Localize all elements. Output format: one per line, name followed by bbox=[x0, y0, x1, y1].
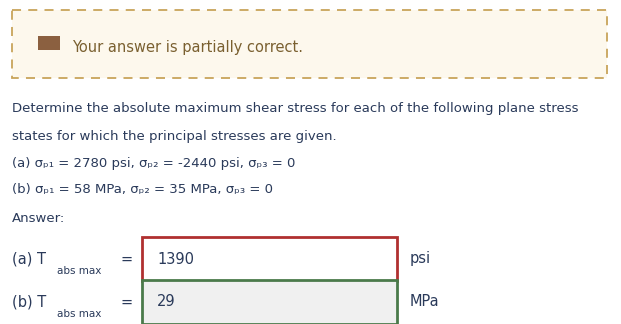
Text: =: = bbox=[120, 251, 132, 267]
Bar bbox=[142, 237, 397, 281]
Text: abs max: abs max bbox=[57, 309, 101, 319]
Text: (b) T: (b) T bbox=[12, 295, 46, 309]
Bar bbox=[38, 36, 60, 50]
FancyBboxPatch shape bbox=[12, 10, 607, 78]
Text: Your answer is partially correct.: Your answer is partially correct. bbox=[72, 40, 303, 55]
Text: MPa: MPa bbox=[410, 295, 440, 309]
Text: 1390: 1390 bbox=[157, 251, 194, 267]
Text: Determine the absolute maximum shear stress for each of the following plane stre: Determine the absolute maximum shear str… bbox=[12, 102, 579, 115]
Text: states for which the principal stresses are given.: states for which the principal stresses … bbox=[12, 130, 337, 143]
Text: (a) T: (a) T bbox=[12, 251, 46, 267]
Text: (a) σₚ₁ = 2780 psi, σₚ₂ = -2440 psi, σₚ₃ = 0: (a) σₚ₁ = 2780 psi, σₚ₂ = -2440 psi, σₚ₃… bbox=[12, 157, 296, 170]
Text: abs max: abs max bbox=[57, 266, 101, 276]
Text: Answer:: Answer: bbox=[12, 212, 65, 225]
Text: (b) σₚ₁ = 58 MPa, σₚ₂ = 35 MPa, σₚ₃ = 0: (b) σₚ₁ = 58 MPa, σₚ₂ = 35 MPa, σₚ₃ = 0 bbox=[12, 183, 273, 196]
Text: =: = bbox=[120, 295, 132, 309]
Text: 29: 29 bbox=[157, 295, 176, 309]
Text: psi: psi bbox=[410, 251, 431, 267]
Bar bbox=[142, 280, 397, 324]
